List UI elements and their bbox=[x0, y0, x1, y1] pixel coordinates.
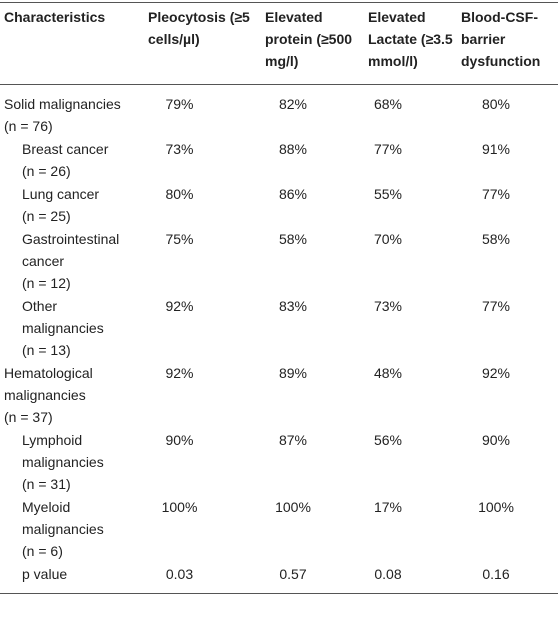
value-cell: 70% bbox=[373, 231, 403, 247]
value-cell: 68% bbox=[373, 96, 403, 112]
row-count: (n = 6) bbox=[22, 543, 63, 559]
table-row: p value 0.03 0.57 0.08 0.16 bbox=[0, 563, 558, 594]
table-row: Hematological malignancies (n = 37) 92% 89%… bbox=[0, 362, 558, 429]
value-cell: 48% bbox=[373, 365, 403, 381]
value-cell: 100% bbox=[478, 499, 514, 515]
value-cell: 58% bbox=[278, 231, 308, 247]
row-count: (n = 13) bbox=[22, 342, 71, 358]
row-count: (n = 25) bbox=[22, 208, 71, 224]
row-label: Lung cancer bbox=[22, 186, 100, 202]
row-label: Breast cancer bbox=[22, 141, 109, 157]
value-cell: 80% bbox=[165, 186, 194, 202]
row-label-cell: Lymphoid malignancies (n = 31) bbox=[0, 429, 145, 496]
value-cell: 83% bbox=[278, 298, 308, 314]
value-cell: 77% bbox=[481, 298, 511, 314]
value-cell: 82% bbox=[278, 96, 308, 112]
value-cell: 91% bbox=[481, 141, 511, 157]
value-cell: 0.08 bbox=[374, 566, 402, 582]
value-cell: 79% bbox=[165, 96, 194, 112]
value-cell: 55% bbox=[373, 186, 403, 202]
header-cell: Elevated Lactate (≥3.5 mmol/l) bbox=[368, 9, 453, 69]
table-row: Myeloid malignancies (n = 6) 100% 100% 17% 10… bbox=[0, 496, 558, 563]
table-row: Lymphoid malignancies (n = 31) 90% 87% 56% 90… bbox=[0, 429, 558, 496]
row-label: Myeloid malignancies bbox=[22, 499, 104, 537]
header-cell: Characteristics bbox=[4, 9, 106, 25]
value-cell: 90% bbox=[481, 432, 511, 448]
value-cell: 92% bbox=[165, 298, 194, 314]
value-cell: 92% bbox=[481, 365, 511, 381]
value-cell: 80% bbox=[481, 96, 511, 112]
row-label: Lymphoid malignancies bbox=[22, 432, 104, 470]
row-label-cell: Myeloid malignancies (n = 6) bbox=[0, 496, 145, 563]
row-label: Gastrointestinal cancer bbox=[22, 231, 120, 269]
table-row: Solid malignancies (n = 76) 79% 82% 68% 80% bbox=[0, 85, 558, 138]
value-cell: 88% bbox=[278, 141, 308, 157]
value-cell: 100% bbox=[275, 499, 311, 515]
row-count: (n = 37) bbox=[4, 409, 53, 425]
row-label: Other malignancies bbox=[22, 298, 104, 336]
value-cell: 17% bbox=[373, 499, 403, 515]
row-label: Solid malignancies bbox=[4, 96, 121, 112]
row-label-cell: p value bbox=[0, 563, 145, 594]
header-cell: Blood-CSF-barrier dysfunction bbox=[461, 9, 541, 69]
value-cell: 73% bbox=[165, 141, 194, 157]
value-cell: 90% bbox=[165, 432, 194, 448]
row-label-cell: Hematological malignancies (n = 37) bbox=[0, 362, 145, 429]
value-cell: 56% bbox=[373, 432, 403, 448]
table-body: Solid malignancies (n = 76) 79% 82% 68% 80% Br… bbox=[0, 85, 558, 594]
value-cell: 58% bbox=[481, 231, 511, 247]
row-count: (n = 31) bbox=[22, 476, 71, 492]
header-cell: Elevated protein (≥500 mg/l) bbox=[265, 9, 353, 69]
row-label-cell: Gastrointestinal cancer (n = 12) bbox=[0, 228, 145, 295]
value-cell: 100% bbox=[161, 499, 198, 515]
value-cell: 86% bbox=[278, 186, 308, 202]
row-count: (n = 76) bbox=[4, 118, 53, 134]
header-row: Characteristics Pleocytosis (≥5 cells/µl… bbox=[0, 2, 558, 85]
header-cell: Pleocytosis (≥5 cells/µl) bbox=[148, 9, 250, 47]
row-label-cell: Lung cancer (n = 25) bbox=[0, 183, 145, 228]
table-header: Characteristics Pleocytosis (≥5 cells/µl… bbox=[0, 2, 558, 85]
value-cell: 77% bbox=[481, 186, 511, 202]
row-label-cell: Other malignancies (n = 13) bbox=[0, 295, 145, 362]
results-table: Characteristics Pleocytosis (≥5 cells/µl… bbox=[0, 2, 558, 594]
row-count: (n = 26) bbox=[22, 163, 71, 179]
value-cell: 73% bbox=[373, 298, 403, 314]
row-label-cell: Breast cancer (n = 26) bbox=[0, 138, 145, 183]
row-count: (n = 12) bbox=[22, 275, 71, 291]
value-cell: 87% bbox=[278, 432, 308, 448]
row-label: Hematological malignancies bbox=[4, 365, 93, 403]
value-cell: 89% bbox=[278, 365, 308, 381]
value-cell: 77% bbox=[373, 141, 403, 157]
value-cell: 92% bbox=[165, 365, 194, 381]
row-label: p value bbox=[22, 566, 68, 582]
value-cell: 0.16 bbox=[482, 566, 510, 582]
value-cell: 0.57 bbox=[279, 566, 307, 582]
value-cell: 75% bbox=[165, 231, 194, 247]
table-row: Breast cancer (n = 26) 73% 88% 77% 91% bbox=[0, 138, 558, 183]
row-label-cell: Solid malignancies (n = 76) bbox=[0, 85, 145, 138]
table-row: Lung cancer (n = 25) 80% 86% 55% 77% bbox=[0, 183, 558, 228]
table-row: Gastrointestinal cancer (n = 12) 75% 58% 70%… bbox=[0, 228, 558, 295]
value-cell: 0.03 bbox=[165, 566, 194, 582]
table-row: Other malignancies (n = 13) 92% 83% 73% 77% bbox=[0, 295, 558, 362]
